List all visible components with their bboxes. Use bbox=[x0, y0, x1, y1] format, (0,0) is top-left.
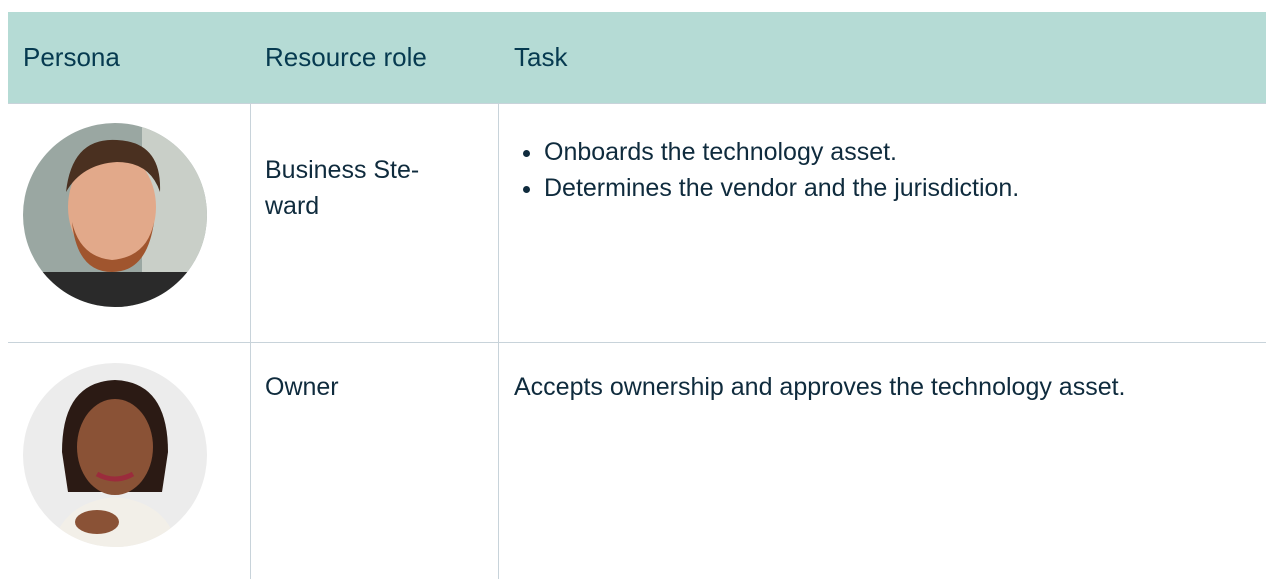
row-border bbox=[8, 342, 1266, 343]
role-text: Business Ste- bbox=[265, 156, 420, 184]
role-cell: Business Ste- ward bbox=[265, 152, 419, 224]
header-cell: Persona bbox=[23, 42, 120, 72]
task-cell: Accepts ownership and approves the techn… bbox=[514, 369, 1239, 405]
role-text: ward bbox=[265, 192, 320, 220]
role-text: Owner bbox=[265, 373, 339, 401]
table-header: Persona Resource role Task bbox=[8, 12, 1266, 103]
column-border bbox=[498, 103, 499, 579]
header-cell: Task bbox=[514, 42, 568, 72]
persona-avatar bbox=[23, 123, 207, 307]
persona-table: Persona Resource role Task Business Ste- bbox=[8, 12, 1266, 579]
header-cell: Resource role bbox=[265, 42, 427, 72]
task-item: Determines the vendor and the jurisdicti… bbox=[544, 170, 1254, 206]
role-cell: Owner bbox=[265, 369, 339, 405]
task-text: Accepts ownership and approves the techn… bbox=[514, 373, 1126, 401]
row-border bbox=[8, 103, 1266, 104]
task-item: Onboards the technology asset. bbox=[544, 134, 1254, 170]
task-list: Onboards the technology asset. Determine… bbox=[514, 134, 1254, 206]
column-border bbox=[250, 103, 251, 579]
persona-avatar bbox=[23, 363, 207, 547]
task-cell: Onboards the technology asset. Determine… bbox=[514, 134, 1254, 206]
